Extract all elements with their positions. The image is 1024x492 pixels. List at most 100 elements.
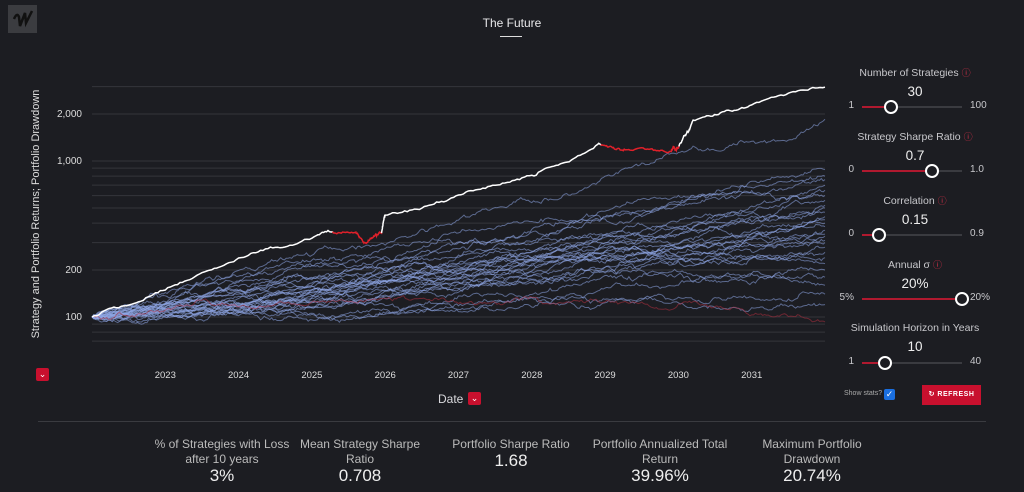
stat-label: Portfolio Annualized Total Return	[592, 437, 728, 466]
portfolio-drawdown-line	[600, 144, 681, 154]
control-label: Number of Strategies	[859, 67, 959, 79]
strategy-line	[91, 204, 826, 321]
x-tick-label: 2024	[228, 370, 249, 381]
slider-handle[interactable]	[884, 100, 898, 114]
returns-chart: 100 200 1,000 2,000 2023 2024 2025 2026 2027 2028…	[57, 86, 826, 381]
strategy-line	[91, 291, 826, 320]
stat-label: Mean Strategy Sharpe Ratio	[299, 437, 421, 466]
info-icon[interactable]: ⓘ	[963, 132, 973, 142]
stat-4: Maximum Portfolio Drawdown 20.74%	[742, 437, 882, 485]
info-icon[interactable]: ⓘ	[961, 68, 971, 78]
stat-value: 3%	[209, 466, 235, 485]
y-axis-label: Strategy and Portfolio Returns; Portfoli…	[30, 89, 42, 339]
strategy-line	[91, 231, 826, 318]
stat-0: % of Strategies with Loss after 10 years…	[152, 437, 292, 485]
refresh-label: REFRESH	[937, 391, 975, 398]
strategy-line	[91, 251, 826, 321]
control-value: 10	[907, 339, 923, 354]
strategy-line	[91, 268, 826, 323]
logo[interactable]	[8, 5, 37, 33]
control-label: Simulation Horizon in Years	[850, 322, 980, 334]
x-tick-label: 2031	[741, 370, 762, 381]
slider-max: 20%	[970, 292, 991, 303]
y-tick-label: 100	[65, 312, 82, 323]
control-2: Correlation ⓘ 0.15 0 0.9	[840, 194, 990, 242]
strategy-line	[92, 269, 826, 319]
stat-2: Portfolio Sharpe Ratio 1.68	[441, 437, 581, 470]
slider-track[interactable]	[862, 100, 962, 114]
show-stats-label: Show stats?	[844, 390, 883, 397]
control-value: 20%	[901, 276, 929, 291]
slider-track[interactable]	[862, 356, 962, 370]
control-4: Simulation Horizon in Years 10 1 40	[840, 322, 990, 370]
stat-1: Mean Strategy Sharpe Ratio 0.708	[290, 437, 430, 485]
refresh-icon: ↻	[928, 391, 938, 398]
control-1: Strategy Sharpe Ratio ⓘ 0.7 0 1.0	[840, 130, 990, 178]
slider-track[interactable]	[862, 164, 962, 178]
page-title: The Future	[482, 16, 542, 30]
control-label: Strategy Sharpe Ratio	[857, 131, 961, 143]
y-axis-dropdown-button[interactable]: ⌄	[36, 368, 49, 381]
slider-max: 1.0	[970, 164, 984, 175]
stat-value: 0.708	[338, 466, 382, 485]
portfolio-line	[91, 229, 335, 318]
x-tick-label: 2023	[155, 370, 176, 381]
x-tick-label: 2029	[595, 370, 616, 381]
divider	[38, 421, 986, 422]
slider-max: 100	[970, 100, 987, 111]
strategy-line	[91, 266, 826, 320]
stat-3: Portfolio Annualized Total Return 39.96%	[590, 437, 730, 485]
strategy-line	[91, 216, 826, 319]
x-tick-label: 2030	[668, 370, 689, 381]
stat-label: Portfolio Sharpe Ratio	[452, 437, 570, 451]
stat-value: 1.68	[494, 451, 528, 470]
slider-min: 0	[848, 228, 854, 239]
slider-handle[interactable]	[955, 292, 969, 306]
control-value: 30	[907, 84, 923, 99]
slider-fill	[862, 234, 879, 236]
portfolio-line	[678, 86, 826, 147]
control-value: 0.15	[901, 212, 929, 227]
x-axis-dropdown-button[interactable]: ⌄	[468, 392, 481, 405]
slider-handle[interactable]	[878, 356, 892, 370]
x-tick-label: 2027	[448, 370, 469, 381]
control-0: Number of Strategies ⓘ 30 1 100	[840, 66, 990, 114]
x-tick-label: 2025	[301, 370, 322, 381]
y-tick-label: 2,000	[57, 109, 82, 120]
title-underline	[500, 36, 522, 37]
strategy-line	[91, 177, 826, 318]
info-icon[interactable]: ⓘ	[933, 260, 943, 270]
stat-value: 20.74%	[783, 466, 841, 485]
strategy-line	[91, 237, 826, 318]
control-value: 0.7	[905, 148, 925, 163]
strategy-line	[91, 295, 826, 323]
slider-min: 1	[848, 356, 854, 367]
slider-min: 0	[848, 164, 854, 175]
slider-fill	[862, 170, 932, 172]
strategy-line	[91, 174, 826, 320]
refresh-button[interactable]: ↻ REFRESH	[922, 385, 981, 405]
slider-handle[interactable]	[925, 164, 939, 178]
slider-track[interactable]	[862, 228, 962, 242]
control-label: Annual σ	[887, 259, 931, 271]
control-3: Annual σ ⓘ 20% 5% 20%	[840, 258, 990, 306]
slider-fill	[862, 106, 891, 108]
strategy-line	[91, 254, 826, 321]
info-icon[interactable]: ⓘ	[937, 196, 947, 206]
slider-track[interactable]	[862, 292, 969, 306]
strategy-line	[91, 118, 826, 318]
x-tick-label: 2026	[375, 370, 396, 381]
portfolio-line	[380, 142, 603, 234]
show-stats-checkbox[interactable]: ✓	[884, 389, 895, 400]
slider-min: 5%	[839, 292, 854, 303]
y-tick-label: 1,000	[57, 156, 82, 167]
x-tick-label: 2028	[521, 370, 542, 381]
strategy-line	[91, 292, 826, 321]
slider-min: 1	[848, 100, 854, 111]
stat-value: 39.96%	[631, 466, 689, 485]
stat-label: % of Strategies with Loss after 10 years	[154, 437, 290, 466]
slider-fill	[862, 298, 962, 300]
slider-handle[interactable]	[872, 228, 886, 242]
control-label: Correlation	[883, 195, 935, 207]
slider-max: 0.9	[970, 228, 984, 239]
